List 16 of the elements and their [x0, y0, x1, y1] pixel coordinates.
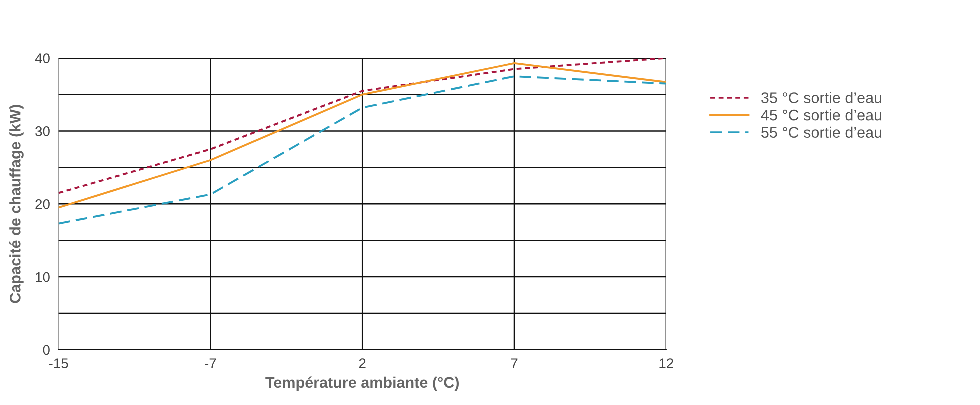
y-axis-title: Capacité de chauffage (kW) [9, 105, 24, 304]
x-tick-label: 2 [359, 358, 366, 368]
y-tick-label: 10 [36, 272, 50, 282]
x-tick-label: 12 [660, 358, 674, 368]
x-tick-label: -15 [49, 358, 68, 368]
x-tick-label: -7 [205, 358, 216, 368]
y-tick-label: 40 [35, 54, 50, 64]
x-axis-title: Température ambiante (°C) [266, 376, 459, 392]
y-tick-label: 20 [36, 199, 50, 210]
x-tick-label: 7 [511, 358, 518, 368]
legend-label: 45 °C sortie d’eau [761, 110, 882, 121]
legend-label: 55 °C sortie d’eau [762, 126, 882, 138]
y-tick-label: 0 [43, 345, 50, 356]
y-tick-label: 30 [36, 126, 50, 136]
legend-label: 35 °C sortie d’eau [762, 92, 882, 104]
line-series [58, 76, 666, 225]
